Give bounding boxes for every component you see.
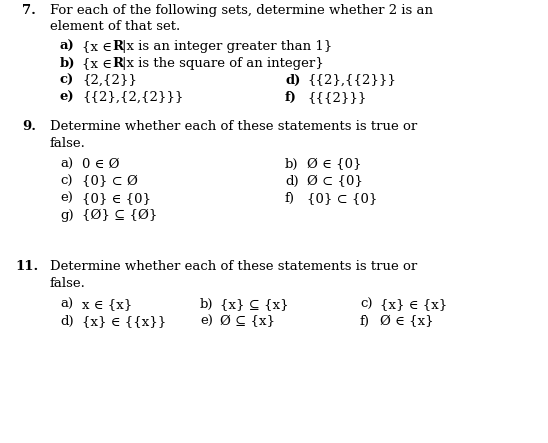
Text: {Ø} ⊆ {Ø}: {Ø} ⊆ {Ø} [82,209,157,222]
Text: g): g) [60,209,73,222]
Text: c): c) [60,74,74,87]
Text: {x} ∈ {{x}}: {x} ∈ {{x}} [82,315,166,328]
Text: |x is the square of an integer}: |x is the square of an integer} [122,57,324,70]
Text: {x} ⊆ {x}: {x} ⊆ {x} [220,298,289,311]
Text: {0} ⊂ {0}: {0} ⊂ {0} [307,192,378,205]
Text: b): b) [285,158,299,171]
Text: e): e) [200,315,213,328]
Text: Determine whether each of these statements is true or: Determine whether each of these statemen… [50,260,417,273]
Text: false.: false. [50,137,86,150]
Text: Ø ∈ {0}: Ø ∈ {0} [307,158,362,171]
Text: c): c) [360,298,373,311]
Text: x ∈ {x}: x ∈ {x} [82,298,132,311]
Text: {2,{2}}: {2,{2}} [82,74,137,87]
Text: {x ∈: {x ∈ [82,57,116,70]
Text: false.: false. [50,277,86,290]
Text: Ø ⊂ {0}: Ø ⊂ {0} [307,175,363,188]
Text: Ø ⊆ {x}: Ø ⊆ {x} [220,315,275,328]
Text: {0} ⊂ Ø: {0} ⊂ Ø [82,175,138,188]
Text: R: R [112,40,123,53]
Text: a): a) [60,298,73,311]
Text: {x ∈: {x ∈ [82,40,116,53]
Text: a): a) [60,40,75,53]
Text: Determine whether each of these statements is true or: Determine whether each of these statemen… [50,120,417,133]
Text: b): b) [60,57,76,70]
Text: f): f) [285,192,295,205]
Text: {0} ∈ {0}: {0} ∈ {0} [82,192,151,205]
Text: {x} ∈ {x}: {x} ∈ {x} [380,298,447,311]
Text: 0 ∈ Ø: 0 ∈ Ø [82,158,119,171]
Text: e): e) [60,91,75,104]
Text: element of that set.: element of that set. [50,20,180,33]
Text: f): f) [360,315,370,328]
Text: d): d) [285,175,299,188]
Text: R: R [112,57,123,70]
Text: d): d) [60,315,73,328]
Text: {{2},{2,{2}}}: {{2},{2,{2}}} [82,91,184,104]
Text: b): b) [200,298,214,311]
Text: For each of the following sets, determine whether 2 is an: For each of the following sets, determin… [50,4,433,17]
Text: {{2},{{2}}}: {{2},{{2}}} [307,74,396,87]
Text: Ø ∈ {x}: Ø ∈ {x} [380,315,433,328]
Text: f): f) [285,91,297,104]
Text: 7.: 7. [22,4,36,17]
Text: |x is an integer greater than 1}: |x is an integer greater than 1} [122,40,332,53]
Text: c): c) [60,175,72,188]
Text: 11.: 11. [15,260,38,273]
Text: {{{2}}}: {{{2}}} [307,91,367,104]
Text: e): e) [60,192,73,205]
Text: a): a) [60,158,73,171]
Text: d): d) [285,74,300,87]
Text: 9.: 9. [22,120,36,133]
